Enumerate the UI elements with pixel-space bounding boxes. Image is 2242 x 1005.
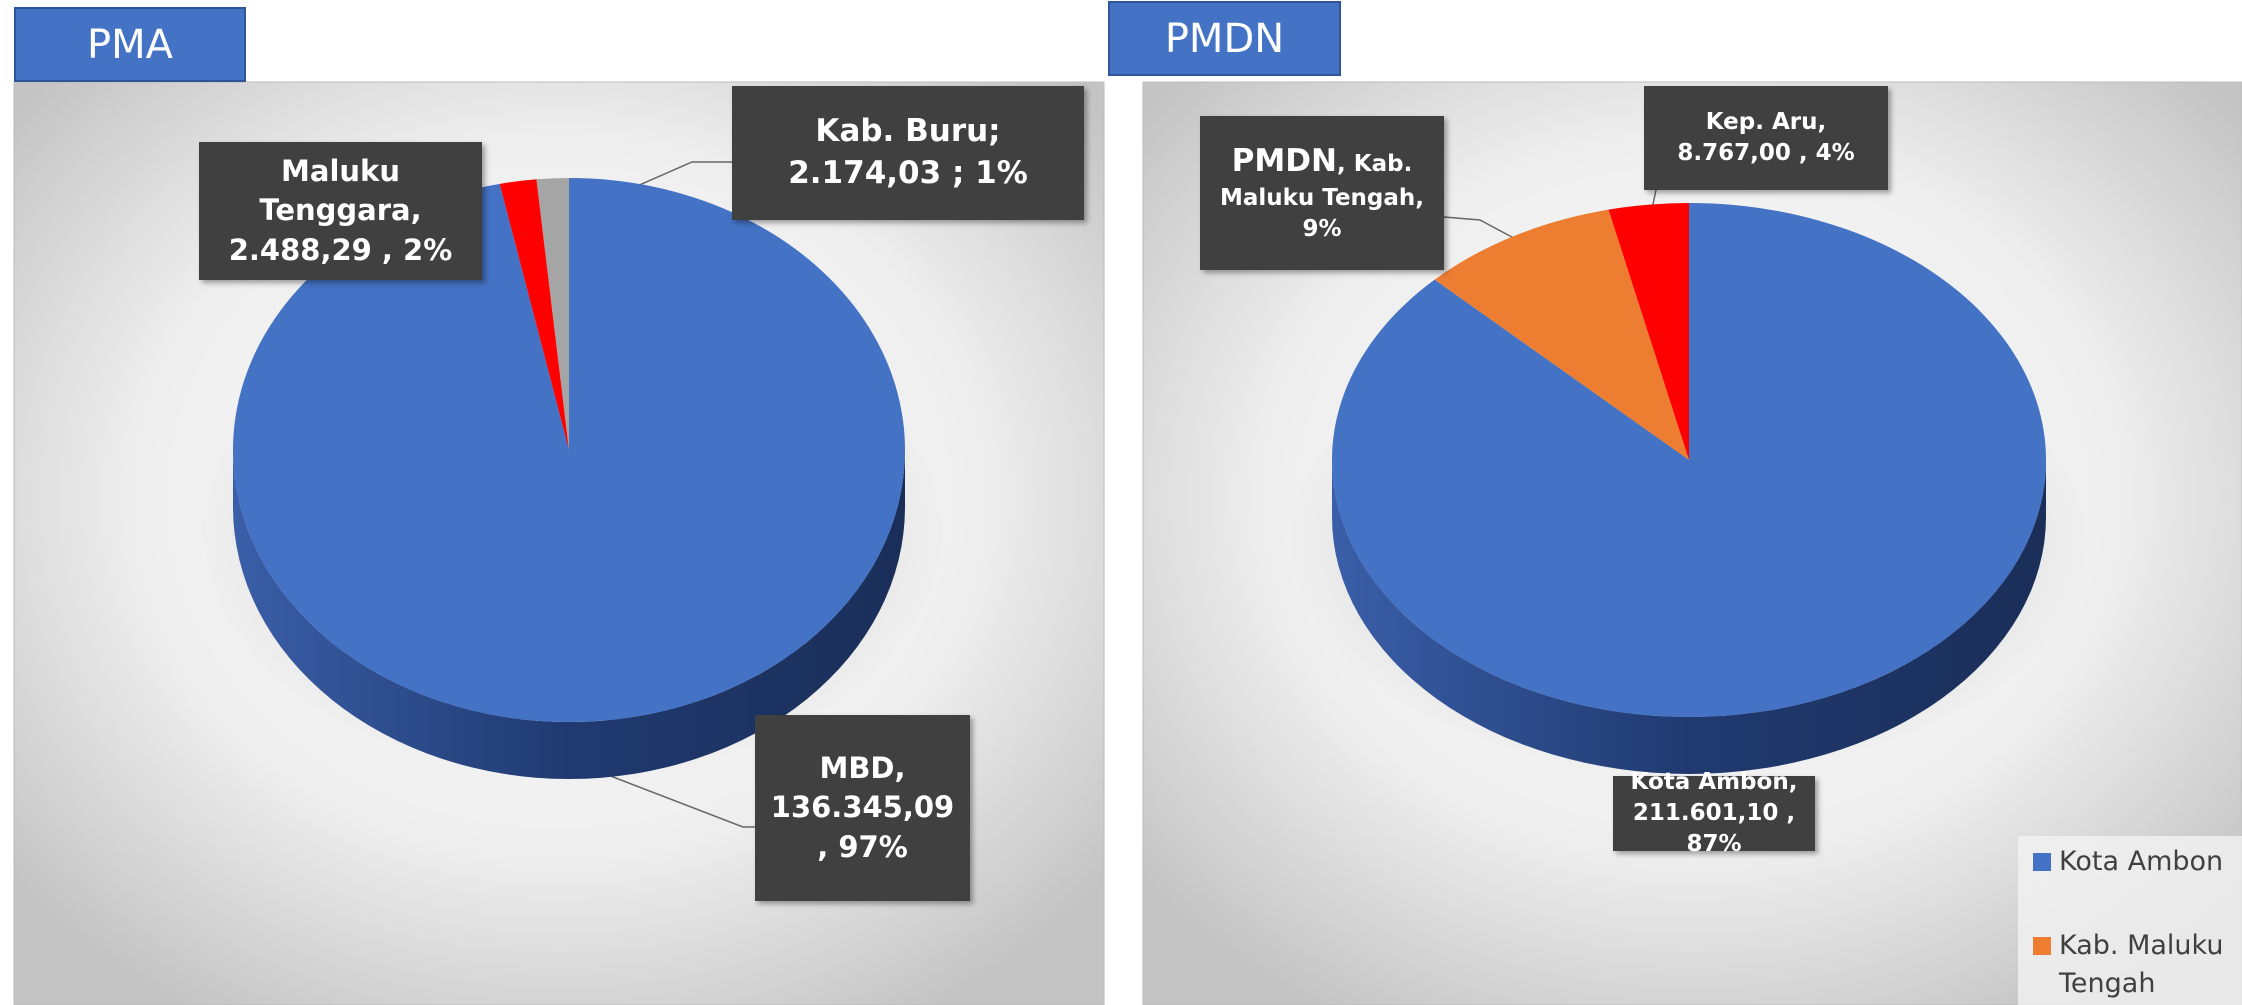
leader-line	[1443, 216, 1524, 244]
data-label-part: PMDN	[1231, 143, 1338, 179]
pie-side	[1332, 460, 2046, 774]
data-label: Maluku Tenggara, 2.488,29 , 2%	[199, 142, 482, 280]
pie-slice	[499, 179, 569, 451]
data-label: Kab. Buru; 2.174,03 ; 1%	[732, 86, 1084, 220]
leader-line	[607, 774, 755, 828]
legend-swatch	[2033, 937, 2051, 955]
data-label: Kota Ambon, 211.601,10 , 87%	[1613, 769, 1815, 857]
data-label: Kep. Aru, 8.767,00 , 4%	[1644, 86, 1888, 190]
pie-side	[233, 450, 905, 779]
data-label: MBD, 136.345,09 , 97%	[755, 715, 970, 901]
legend-box	[2018, 836, 2242, 1005]
pie-slice	[233, 178, 906, 722]
legend-entry: Kota Ambon	[2059, 846, 2224, 877]
pie-slice	[1434, 209, 1689, 460]
data-label-part: , Kab. Maluku Tengah, 9%	[1219, 151, 1425, 242]
data-label: PMDN, Kab. Maluku Tengah, 9%	[1200, 116, 1444, 270]
chart-title: PMDN	[1108, 1, 1341, 76]
data-label-text: PMDN, Kab. Maluku Tengah, 9%	[1214, 141, 1430, 245]
pie-slice	[536, 178, 569, 450]
chart-title: PMA	[14, 7, 246, 82]
pie-slice	[1608, 203, 1689, 460]
legend-swatch	[2033, 853, 2051, 871]
legend-entry: Kab. Maluku Tengah	[2059, 930, 2224, 999]
